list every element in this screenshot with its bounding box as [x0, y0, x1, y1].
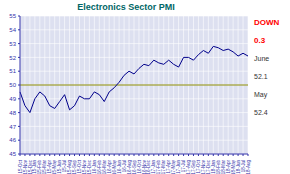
svg-text:16-Jul: 16-Jul — [121, 160, 127, 173]
svg-text:15-Jun: 15-Jun — [57, 160, 63, 174]
svg-text:15-Oct: 15-Oct — [17, 160, 23, 174]
svg-text:55: 55 — [9, 13, 16, 19]
html-text:June: June — [254, 55, 270, 62]
svg-text:15-Apr: 15-Apr — [47, 160, 53, 174]
svg-text:46: 46 — [9, 137, 16, 143]
svg-text:54: 54 — [9, 27, 16, 33]
svg-text:15-Jan: 15-Jan — [32, 160, 38, 174]
svg-text:18-Jun: 18-Jun — [235, 160, 241, 174]
html-text:Electronics Sector PMI: Electronics Sector PMI — [77, 2, 175, 12]
svg-text:50: 50 — [9, 82, 16, 88]
svg-text:17-Apr: 17-Apr — [166, 160, 172, 174]
svg-text:17-Jul: 17-Jul — [181, 160, 187, 173]
svg-text:45: 45 — [9, 151, 16, 157]
html-text:May: May — [254, 91, 268, 98]
svg-text:51: 51 — [9, 68, 16, 74]
svg-text:18-Apr: 18-Apr — [225, 160, 231, 174]
svg-text:16-Oct: 16-Oct — [136, 160, 142, 174]
svg-text:52: 52 — [9, 55, 16, 61]
svg-text:16-Jun: 16-Jun — [116, 160, 122, 174]
svg-text:16-Jan: 16-Jan — [91, 160, 97, 174]
svg-text:16-Apr: 16-Apr — [106, 160, 112, 174]
html-text:0.3: 0.3 — [254, 36, 266, 45]
html-text:DOWN: DOWN — [254, 18, 280, 27]
svg-text:15-Oct: 15-Oct — [77, 160, 83, 174]
svg-text:17-Oct: 17-Oct — [196, 160, 201, 174]
svg-text:17-Jan: 17-Jan — [151, 160, 157, 174]
svg-text:49: 49 — [9, 96, 16, 102]
svg-text:18-Jan: 18-Jan — [210, 160, 216, 174]
svg-text:47: 47 — [9, 124, 16, 130]
html-text:52.1: 52.1 — [254, 73, 268, 80]
svg-text:15-Jul: 15-Jul — [62, 160, 68, 173]
svg-text:48: 48 — [9, 110, 16, 116]
svg-text:17-Jun: 17-Jun — [176, 160, 182, 174]
html-text:52.4: 52.4 — [254, 109, 268, 116]
svg-text:18-Aug: 18-Aug — [246, 160, 251, 174]
svg-text:53: 53 — [9, 41, 16, 47]
svg-text:18-Jul: 18-Jul — [240, 160, 246, 173]
